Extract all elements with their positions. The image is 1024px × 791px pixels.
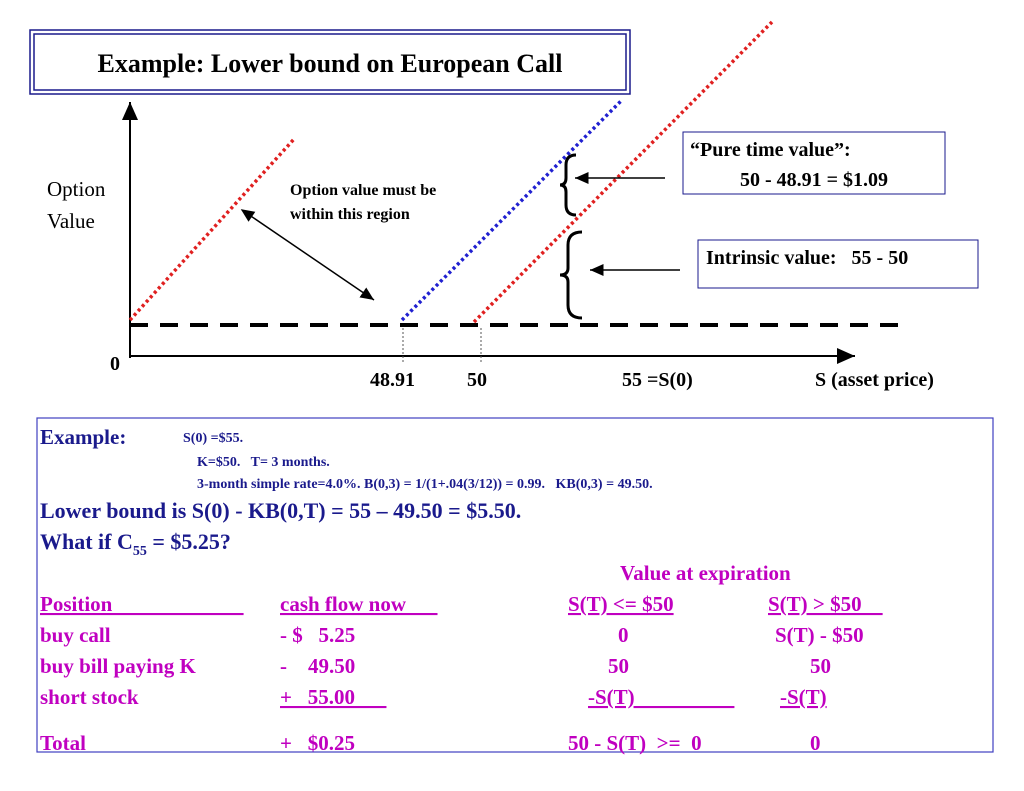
table-cell: short stock: [40, 685, 139, 709]
table-header: Position: [40, 592, 244, 616]
time-value-box: [682, 131, 946, 195]
table-cell: 0: [618, 623, 629, 647]
table-header: cash flow now: [280, 592, 438, 616]
table-cell: Total: [40, 731, 86, 755]
region-note: within this region: [290, 206, 410, 223]
table-cell: 50: [810, 654, 831, 678]
table-cell: S(T) - $50: [775, 623, 864, 647]
example-line: S(0) =$55.: [183, 431, 243, 446]
x-label: 50: [467, 369, 487, 391]
pv-strike-line: [400, 98, 624, 322]
title: Example: Lower bound on European Call: [98, 49, 563, 78]
brace: [559, 153, 577, 217]
example-heading: Example:: [40, 425, 126, 449]
table-cell: - 49.50: [280, 654, 355, 678]
table-cell: buy call: [40, 623, 111, 647]
table-cell: -S(T): [780, 685, 827, 709]
intrinsic-label: Intrinsic value: 55 - 50: [706, 247, 908, 269]
example-box: [36, 417, 994, 753]
lower-bound: Lower bound is S(0) - KB(0,T) = 55 – 49.…: [40, 498, 521, 523]
table-cell: + $0.25: [280, 731, 355, 755]
intrinsic-box: [697, 239, 979, 289]
payoff-table: Position cash flow now S(T) <= $50 S(T) >…: [40, 592, 883, 755]
region-note: Option value must be: [290, 182, 436, 199]
title-box-inner: [33, 33, 627, 91]
y-label: Option: [47, 177, 106, 201]
title-box: [29, 29, 631, 95]
table-header: S(T) > $50: [768, 592, 883, 616]
table-cell: 0: [810, 731, 821, 755]
brace: [559, 230, 583, 320]
time-value-label: “Pure time value”:: [690, 139, 851, 161]
origin-label: 0: [110, 353, 120, 375]
example-line: 3-month simple rate=4.0%. B(0,3) = 1/(1+…: [197, 477, 653, 492]
table-header: S(T) <= $50: [568, 592, 674, 616]
table-cell: -S(T): [588, 685, 734, 709]
question: What if C55 = $5.25?: [40, 529, 231, 559]
table-cell: - $ 5.25: [280, 623, 355, 647]
x-label: 55 =S(0): [622, 369, 693, 391]
x-label: S (asset price): [815, 369, 934, 391]
table-cell: 50 - S(T) >= 0: [568, 731, 702, 755]
x-label: 48.91: [370, 369, 415, 391]
table-caption: Value at expiration: [620, 561, 791, 585]
table-cell: + 55.00: [280, 685, 386, 709]
table-cell: 50: [608, 654, 629, 678]
table-cell: buy bill paying K: [40, 654, 196, 678]
y-label: Value: [47, 209, 95, 233]
example-line: K=$50. T= 3 months.: [197, 455, 330, 470]
time-value-calc: 50 - 48.91 = $1.09: [740, 169, 888, 191]
region-arrow: [240, 209, 375, 301]
intrinsic-line: [472, 20, 774, 324]
upper-bound-line: [128, 136, 297, 322]
